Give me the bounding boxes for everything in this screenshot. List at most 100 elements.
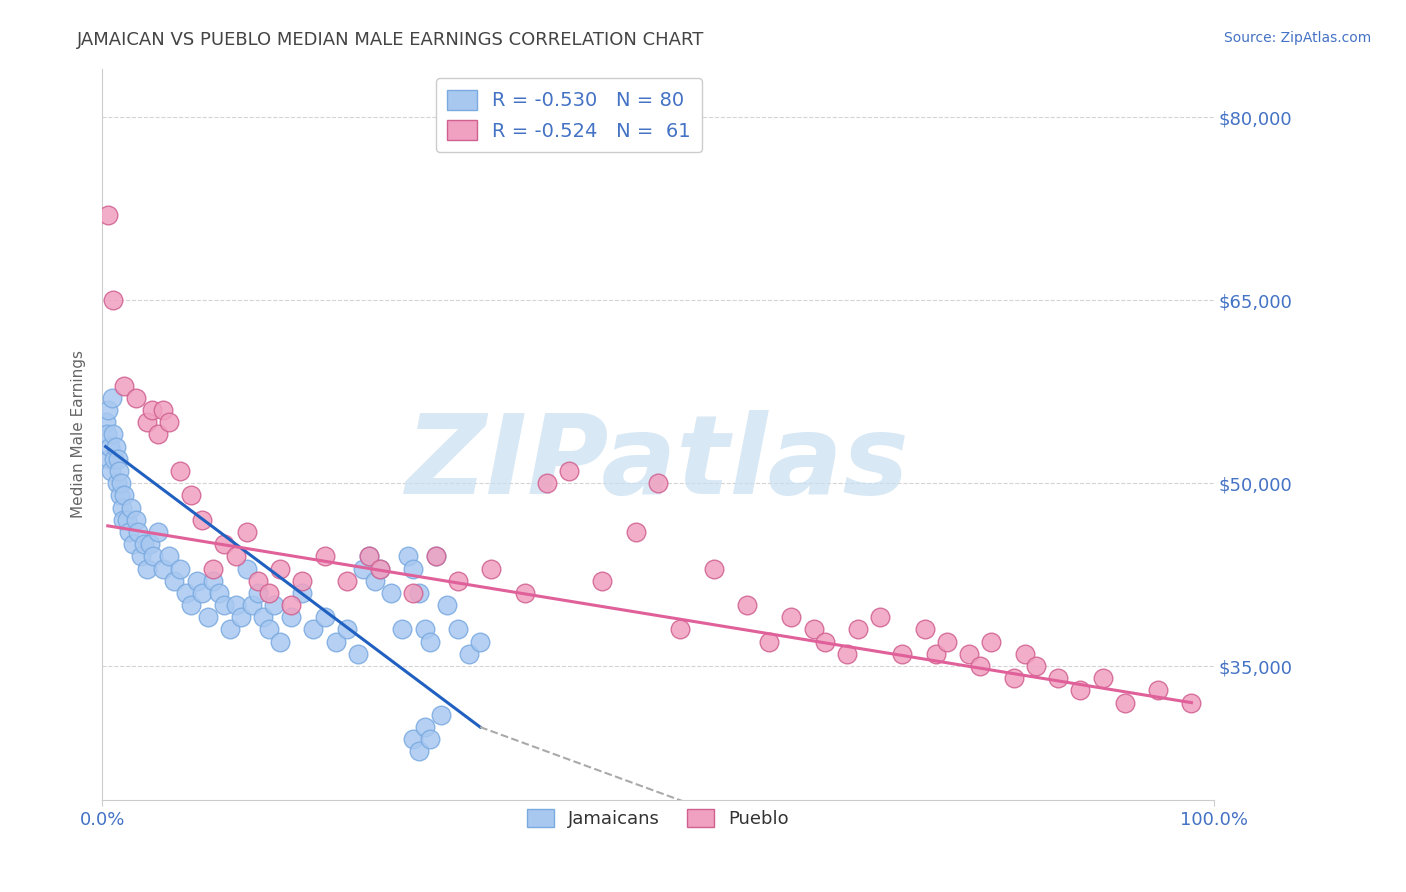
Point <box>112 513 135 527</box>
Point <box>280 598 302 612</box>
Point <box>458 647 481 661</box>
Point <box>103 293 125 308</box>
Point <box>225 598 247 612</box>
Point <box>1047 671 1070 685</box>
Point <box>936 634 959 648</box>
Point <box>647 476 669 491</box>
Point <box>246 586 269 600</box>
Point <box>114 378 136 392</box>
Point <box>97 451 120 466</box>
Point <box>357 549 380 564</box>
Point <box>169 561 191 575</box>
Point <box>122 537 145 551</box>
Point <box>231 610 253 624</box>
Point <box>1014 647 1036 661</box>
Point <box>108 464 131 478</box>
Text: Source: ZipAtlas.com: Source: ZipAtlas.com <box>1223 31 1371 45</box>
Text: JAMAICAN VS PUEBLO MEDIAN MALE EARNINGS CORRELATION CHART: JAMAICAN VS PUEBLO MEDIAN MALE EARNINGS … <box>77 31 704 49</box>
Point <box>419 732 441 747</box>
Point <box>252 610 274 624</box>
Point <box>396 549 419 564</box>
Point <box>669 623 692 637</box>
Point <box>419 634 441 648</box>
Y-axis label: Median Male Earnings: Median Male Earnings <box>72 351 86 518</box>
Point <box>269 561 291 575</box>
Point <box>925 647 948 661</box>
Point <box>219 623 242 637</box>
Point <box>391 623 413 637</box>
Legend: Jamaicans, Pueblo: Jamaicans, Pueblo <box>519 801 797 835</box>
Point <box>142 549 165 564</box>
Point <box>591 574 613 588</box>
Point <box>124 513 146 527</box>
Point <box>1069 683 1091 698</box>
Point <box>124 391 146 405</box>
Point <box>357 549 380 564</box>
Point <box>325 634 347 648</box>
Point <box>402 732 425 747</box>
Point <box>1002 671 1025 685</box>
Point <box>235 561 257 575</box>
Point <box>402 586 425 600</box>
Point <box>157 549 180 564</box>
Point <box>146 524 169 539</box>
Point <box>624 524 647 539</box>
Point <box>814 634 837 648</box>
Point <box>314 549 336 564</box>
Point <box>558 464 581 478</box>
Point <box>314 610 336 624</box>
Point <box>202 561 225 575</box>
Point <box>408 744 430 758</box>
Text: ZIPatlas: ZIPatlas <box>406 410 910 517</box>
Point <box>127 524 149 539</box>
Point <box>835 647 858 661</box>
Point <box>105 476 128 491</box>
Point <box>447 574 470 588</box>
Point <box>186 574 208 588</box>
Point <box>436 598 458 612</box>
Point <box>110 476 132 491</box>
Point <box>368 561 391 575</box>
Point <box>111 500 134 515</box>
Point <box>1147 683 1170 698</box>
Point <box>135 561 157 575</box>
Point <box>380 586 402 600</box>
Point <box>120 500 142 515</box>
Point <box>336 623 359 637</box>
Point <box>202 574 225 588</box>
Point <box>197 610 219 624</box>
Point <box>163 574 186 588</box>
Point <box>479 561 502 575</box>
Point <box>129 549 152 564</box>
Point <box>957 647 980 661</box>
Point <box>169 464 191 478</box>
Point <box>368 561 391 575</box>
Point <box>780 610 803 624</box>
Point <box>141 403 163 417</box>
Point <box>146 427 169 442</box>
Point <box>408 586 430 600</box>
Point <box>107 451 129 466</box>
Point <box>702 561 724 575</box>
Point <box>180 598 202 612</box>
Point <box>1180 696 1202 710</box>
Point <box>468 634 491 648</box>
Point <box>191 586 214 600</box>
Point <box>758 634 780 648</box>
Point <box>180 488 202 502</box>
Point <box>1025 659 1047 673</box>
Point <box>363 574 385 588</box>
Point <box>291 586 314 600</box>
Point <box>115 513 138 527</box>
Point <box>430 707 453 722</box>
Point <box>104 440 127 454</box>
Point <box>94 415 117 429</box>
Point <box>235 524 257 539</box>
Point <box>103 451 125 466</box>
Point <box>118 524 141 539</box>
Point <box>225 549 247 564</box>
Point <box>152 561 174 575</box>
Point <box>214 598 236 612</box>
Point <box>174 586 197 600</box>
Point <box>97 208 120 222</box>
